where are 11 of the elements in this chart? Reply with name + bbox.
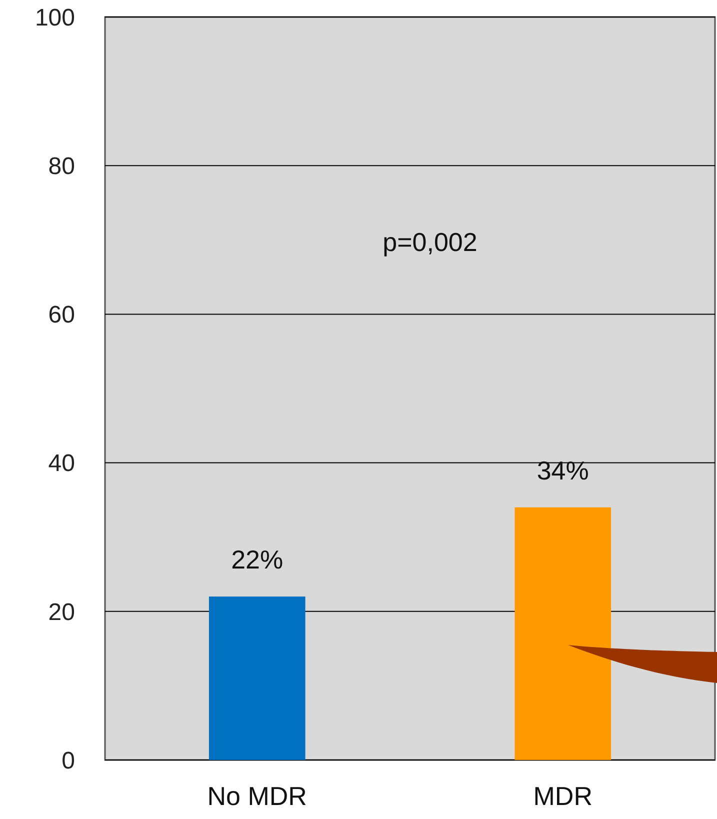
y-tick-label: 20: [48, 598, 75, 626]
y-tick-label: 40: [48, 450, 75, 478]
y-tick-label: 0: [62, 747, 75, 774]
x-tick-label: No MDR: [207, 781, 307, 811]
y-tick-label: 60: [48, 302, 75, 329]
x-tick-label: MDR: [533, 781, 592, 811]
y-tick-label: 100: [34, 4, 75, 32]
annotation: p=0,002: [382, 227, 478, 258]
data-label: 34%: [536, 455, 589, 486]
data-label: 22%: [231, 544, 284, 575]
y-tick-label: 80: [48, 153, 75, 180]
